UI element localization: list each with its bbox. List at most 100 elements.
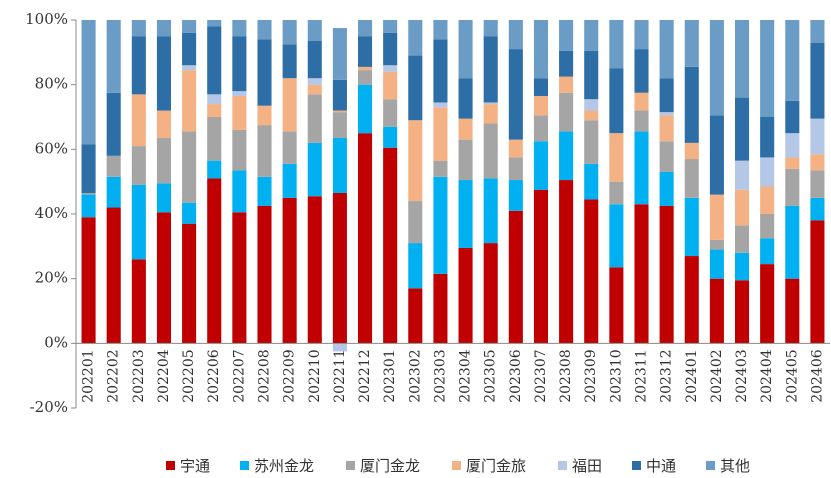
bar-segment	[131, 146, 146, 185]
x-tick-label: 202209	[282, 349, 298, 402]
bar-segment	[257, 105, 272, 126]
bar-segment	[659, 112, 674, 116]
bar-segment	[408, 288, 423, 344]
bar-segment	[584, 50, 599, 100]
x-tick-label: 202204	[156, 349, 172, 403]
bar-segment	[659, 141, 674, 172]
legend-label: 福田	[572, 457, 602, 475]
bar-segment	[785, 100, 800, 134]
bar-segment	[760, 157, 775, 187]
x-tick-label: 202208	[257, 349, 273, 402]
bar-segment	[659, 115, 674, 142]
bar-segment	[357, 133, 373, 344]
bar-segment	[760, 186, 775, 214]
bar-segment	[760, 214, 775, 239]
legend-label: 其他	[720, 457, 750, 475]
bar-segment	[760, 238, 775, 265]
legend-label: 中通	[646, 457, 676, 475]
bar-segment	[182, 70, 197, 132]
bar-segment	[106, 176, 121, 208]
bar-segment	[785, 168, 800, 206]
bar-segment	[483, 36, 498, 103]
bar-segment	[584, 163, 599, 200]
bar-segment	[458, 247, 473, 344]
bar-segment	[584, 110, 599, 121]
legend-swatch	[166, 461, 175, 470]
bar-segment	[734, 252, 750, 281]
legend-label: 厦门金龙	[360, 457, 420, 475]
bar-segment	[734, 280, 750, 344]
bar-segment	[634, 20, 649, 50]
bar-segment	[332, 112, 347, 139]
bar-segment	[156, 110, 172, 139]
bar-segment	[106, 155, 121, 177]
bar-segment	[709, 239, 724, 250]
bar-segment	[508, 20, 523, 50]
x-tick-label: 202312	[659, 349, 675, 402]
bar-segment	[433, 160, 448, 177]
bar-segment	[785, 278, 800, 344]
bar-segment	[458, 78, 473, 119]
bar-segment	[810, 20, 825, 43]
bar-segment	[433, 176, 448, 274]
x-tick-label: 202306	[508, 349, 524, 403]
legend-swatch	[706, 461, 715, 470]
bar-segment	[508, 139, 523, 158]
bar-segment	[383, 99, 398, 127]
bar-segment	[232, 91, 247, 96]
bar-segment	[106, 92, 121, 156]
bar-segment	[207, 117, 222, 161]
legend-label: 苏州金龙	[254, 457, 314, 475]
legend-swatch	[346, 461, 355, 470]
bar-segment	[734, 160, 750, 190]
bar-segment	[810, 118, 825, 155]
x-tick-label: 202406	[809, 349, 825, 403]
bar-segment	[257, 20, 272, 40]
bar-segment	[684, 20, 699, 67]
bar-segment	[483, 104, 498, 124]
bar-segment	[609, 133, 624, 182]
bar-segment	[131, 184, 146, 260]
bar-segment	[483, 178, 498, 244]
x-tick-label: 202212	[357, 349, 373, 402]
bar-segment	[659, 205, 674, 344]
y-tick-label: 60%	[35, 139, 68, 157]
bar-segment	[609, 267, 624, 344]
bar-segment	[408, 243, 423, 289]
bar-segment	[433, 39, 448, 103]
bar-segment	[609, 181, 624, 205]
bar-segment	[232, 170, 247, 213]
x-tick-label: 202401	[684, 349, 700, 402]
bar-segment	[156, 138, 172, 184]
bar-segment	[684, 197, 699, 257]
legend-label: 厦门金旅	[466, 457, 526, 475]
bar-segment	[282, 163, 297, 198]
x-tick-label: 202203	[131, 349, 147, 402]
legend-swatch	[558, 461, 567, 470]
bar-segment	[207, 160, 222, 179]
bar-segment	[659, 20, 674, 79]
bar-segment	[383, 126, 398, 148]
bar-segment	[257, 125, 272, 177]
bar-segment	[307, 41, 322, 79]
bar-segment	[533, 115, 549, 142]
bar-segment	[307, 20, 322, 42]
x-tick-label: 202207	[231, 349, 247, 402]
bar-segment	[332, 79, 347, 111]
x-tick-label: 202403	[734, 349, 750, 402]
x-tick-label: 202206	[206, 349, 222, 403]
bar-segment	[81, 192, 96, 195]
bar-segment	[659, 171, 674, 206]
bar-segment	[533, 189, 549, 344]
bar-segment	[734, 189, 750, 226]
x-tick-label: 202404	[759, 349, 775, 403]
bar-segment	[131, 20, 146, 37]
bar-segment	[207, 178, 222, 344]
bar-segment	[609, 20, 624, 69]
bar-segment	[458, 180, 473, 248]
bar-segment	[106, 20, 121, 93]
bar-segment	[332, 192, 347, 344]
bar-segment	[131, 94, 146, 147]
bar-segment	[559, 76, 574, 93]
x-tick-label: 202303	[432, 349, 448, 402]
